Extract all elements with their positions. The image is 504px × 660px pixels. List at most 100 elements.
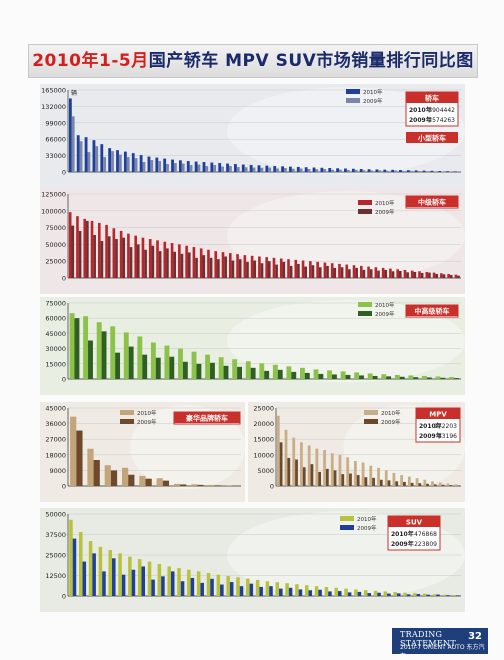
bar-2009: [355, 267, 358, 278]
y-tick-label: 60000: [45, 315, 66, 323]
bar-2010: [423, 479, 427, 486]
bar-2009: [369, 269, 373, 278]
legend-swatch-2009: [358, 209, 372, 214]
bar-2009: [115, 239, 118, 278]
bar-2009: [121, 574, 126, 596]
legend-label-2009: 2009年: [357, 524, 377, 532]
bar-2009: [311, 265, 315, 278]
bar-2009: [220, 584, 224, 596]
bar-2010: [226, 575, 230, 596]
bar-2010: [363, 590, 368, 596]
bar-2010: [245, 361, 251, 379]
bar-2009: [318, 589, 322, 596]
bar-2009: [169, 356, 175, 379]
bar-2010: [367, 169, 371, 172]
bar-2010: [92, 140, 96, 172]
bar-2010: [246, 578, 250, 596]
legend-label-2009: 2009年: [375, 208, 395, 216]
bar-2009: [173, 251, 177, 278]
bar-2010: [139, 475, 146, 486]
bar-2009: [82, 561, 87, 596]
bar-2010: [178, 160, 182, 172]
bar-2009: [214, 485, 221, 486]
car-photo-backdrop: [227, 299, 465, 383]
bar-2009: [362, 269, 366, 278]
bar-2009: [131, 569, 136, 596]
bar-2009: [433, 484, 437, 486]
bar-2010: [432, 594, 437, 596]
bar-2010: [374, 267, 378, 278]
bar-2009: [213, 165, 217, 172]
bar-2010: [389, 268, 392, 278]
bar-2010: [296, 166, 300, 172]
bar-2010: [454, 274, 458, 278]
sub-tag-box: [406, 132, 458, 143]
bar-2010: [313, 369, 319, 379]
total-year-label: 2010年: [409, 106, 432, 114]
bar-2009: [102, 571, 106, 596]
chart-sub-tag: 小型轿车: [417, 134, 446, 143]
bar-2010: [141, 237, 145, 278]
bar-2010: [210, 162, 214, 172]
bar-2010: [421, 375, 427, 379]
bar-2010: [336, 168, 340, 172]
bar-2009: [126, 157, 130, 172]
bar-2010: [156, 478, 163, 486]
bar-2010: [315, 448, 319, 486]
bar-2010: [351, 168, 355, 172]
bar-2010: [255, 579, 260, 596]
legend-swatch-2009: [340, 525, 354, 530]
y-tick-label: 50000: [45, 511, 66, 519]
bar-2009: [112, 558, 116, 596]
bar-2009: [346, 170, 350, 172]
bar-2009: [260, 167, 264, 172]
bar-2009: [348, 269, 351, 278]
bar-2010: [88, 541, 93, 596]
bar-2009: [111, 151, 114, 172]
bar-2010: [69, 519, 73, 596]
bar-2009: [238, 259, 242, 278]
bar-2010: [90, 220, 94, 278]
bar-2010: [432, 272, 436, 278]
y-tick-label: 27000: [45, 436, 66, 444]
bar-2010: [119, 230, 123, 278]
bar-2010: [137, 336, 143, 379]
bar-2009: [349, 473, 352, 486]
y-tick-label: 45000: [45, 405, 66, 413]
legend-swatch-2010: [120, 410, 134, 415]
bar-2009: [291, 168, 295, 172]
panel-sedan-luxury: 0 9000 18000 27000 36000 45000 2010年 2009年 豪华品牌轿…: [40, 402, 245, 502]
bar-2009: [308, 590, 313, 596]
bar-2009: [217, 259, 220, 278]
bar-2009: [136, 244, 140, 278]
bar-2010: [164, 345, 170, 379]
tag-box-header: [388, 516, 440, 527]
bar-2010: [128, 556, 132, 596]
tag-box: 中级轿车: [405, 195, 459, 209]
panel-suv: 0 12500 25000 37500 50000 2010年 2009年 SUV 2010年 4…: [40, 508, 465, 612]
bar-2010: [241, 164, 245, 172]
bar-2010: [196, 571, 201, 596]
bar-2009: [72, 538, 77, 596]
footer: TRADING STATEMENT 2010-7 ORIENT AUTO 东方汽…: [392, 628, 488, 660]
bar-2010: [367, 373, 373, 379]
bar-2010: [131, 153, 135, 172]
bar-2010: [116, 150, 119, 172]
bar-2009: [95, 146, 99, 172]
bar-2010: [83, 316, 89, 379]
bar-2009: [151, 245, 155, 278]
bar-2010: [392, 472, 396, 486]
y-tick-label: 0: [62, 275, 66, 283]
chart-tag: 中高级轿车: [415, 307, 450, 316]
bar-2010: [218, 163, 222, 172]
bar-2010: [173, 483, 181, 486]
tag-box-header: [174, 412, 240, 423]
total-year-label: 2009年: [409, 116, 432, 124]
bar-2009: [442, 274, 446, 278]
bar-2010: [286, 366, 292, 379]
bar-2009: [162, 480, 170, 486]
bar-2010: [148, 239, 152, 278]
